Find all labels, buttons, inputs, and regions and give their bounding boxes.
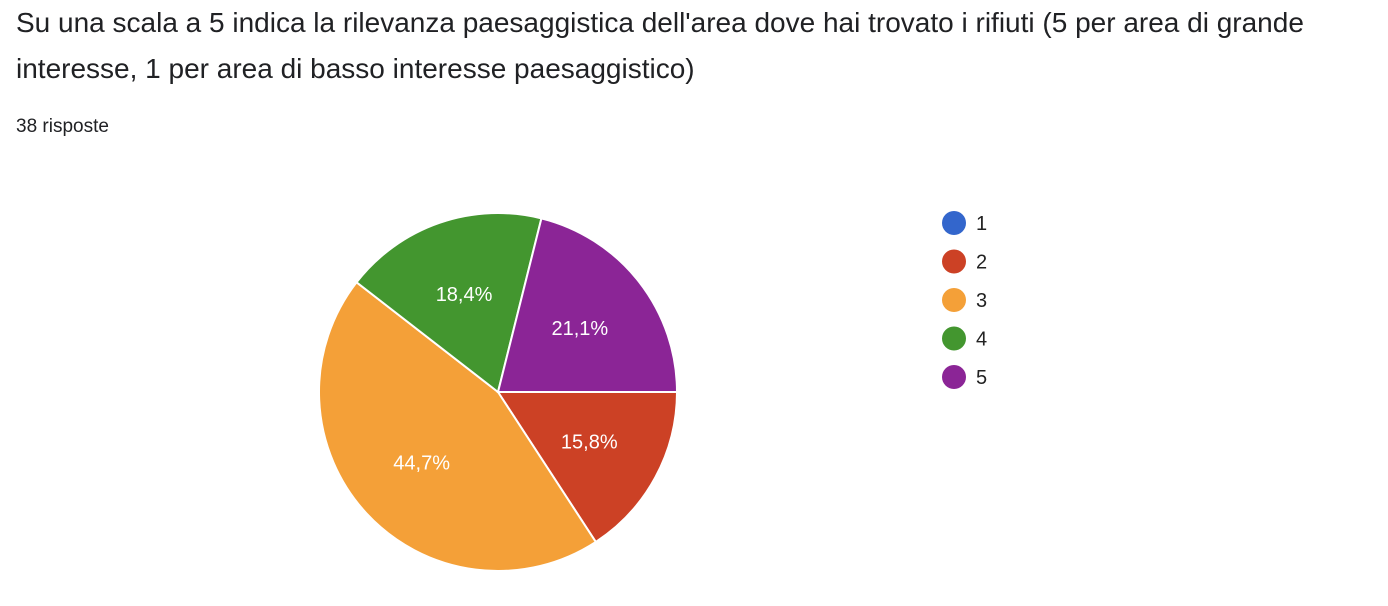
legend: 1 2 3 4 5	[942, 211, 987, 389]
pie-slice-labels: 15,8% 44,7% 18,4% 21,1%	[393, 284, 618, 474]
legend-label-2: 2	[976, 252, 987, 274]
slice-label-4: 18,4%	[436, 284, 493, 306]
response-count: 38 risposte	[16, 116, 109, 137]
pie-slice-5	[496, 217, 679, 393]
slice-label-3: 44,7%	[393, 452, 450, 474]
legend-swatch-1	[942, 211, 966, 235]
legend-swatch-3	[942, 288, 966, 312]
slice-label-2: 15,8%	[561, 431, 618, 453]
legend-swatch-4	[942, 326, 966, 351]
legend-swatch-5	[942, 365, 966, 389]
pie-slice-4	[355, 212, 543, 394]
legend-swatch-2	[942, 249, 966, 274]
pie-slice-2	[496, 391, 679, 544]
pie-slices	[318, 212, 679, 572]
legend-label-1: 1	[976, 213, 987, 235]
slice-label-5: 21,1%	[551, 318, 608, 340]
legend-label-3: 3	[976, 290, 987, 312]
legend-label-5: 5	[976, 367, 987, 389]
chart-title: Su una scala a 5 indica la rilevanza pae…	[16, 7, 1304, 84]
legend-label-4: 4	[976, 329, 987, 351]
pie-slice-3	[318, 280, 598, 572]
